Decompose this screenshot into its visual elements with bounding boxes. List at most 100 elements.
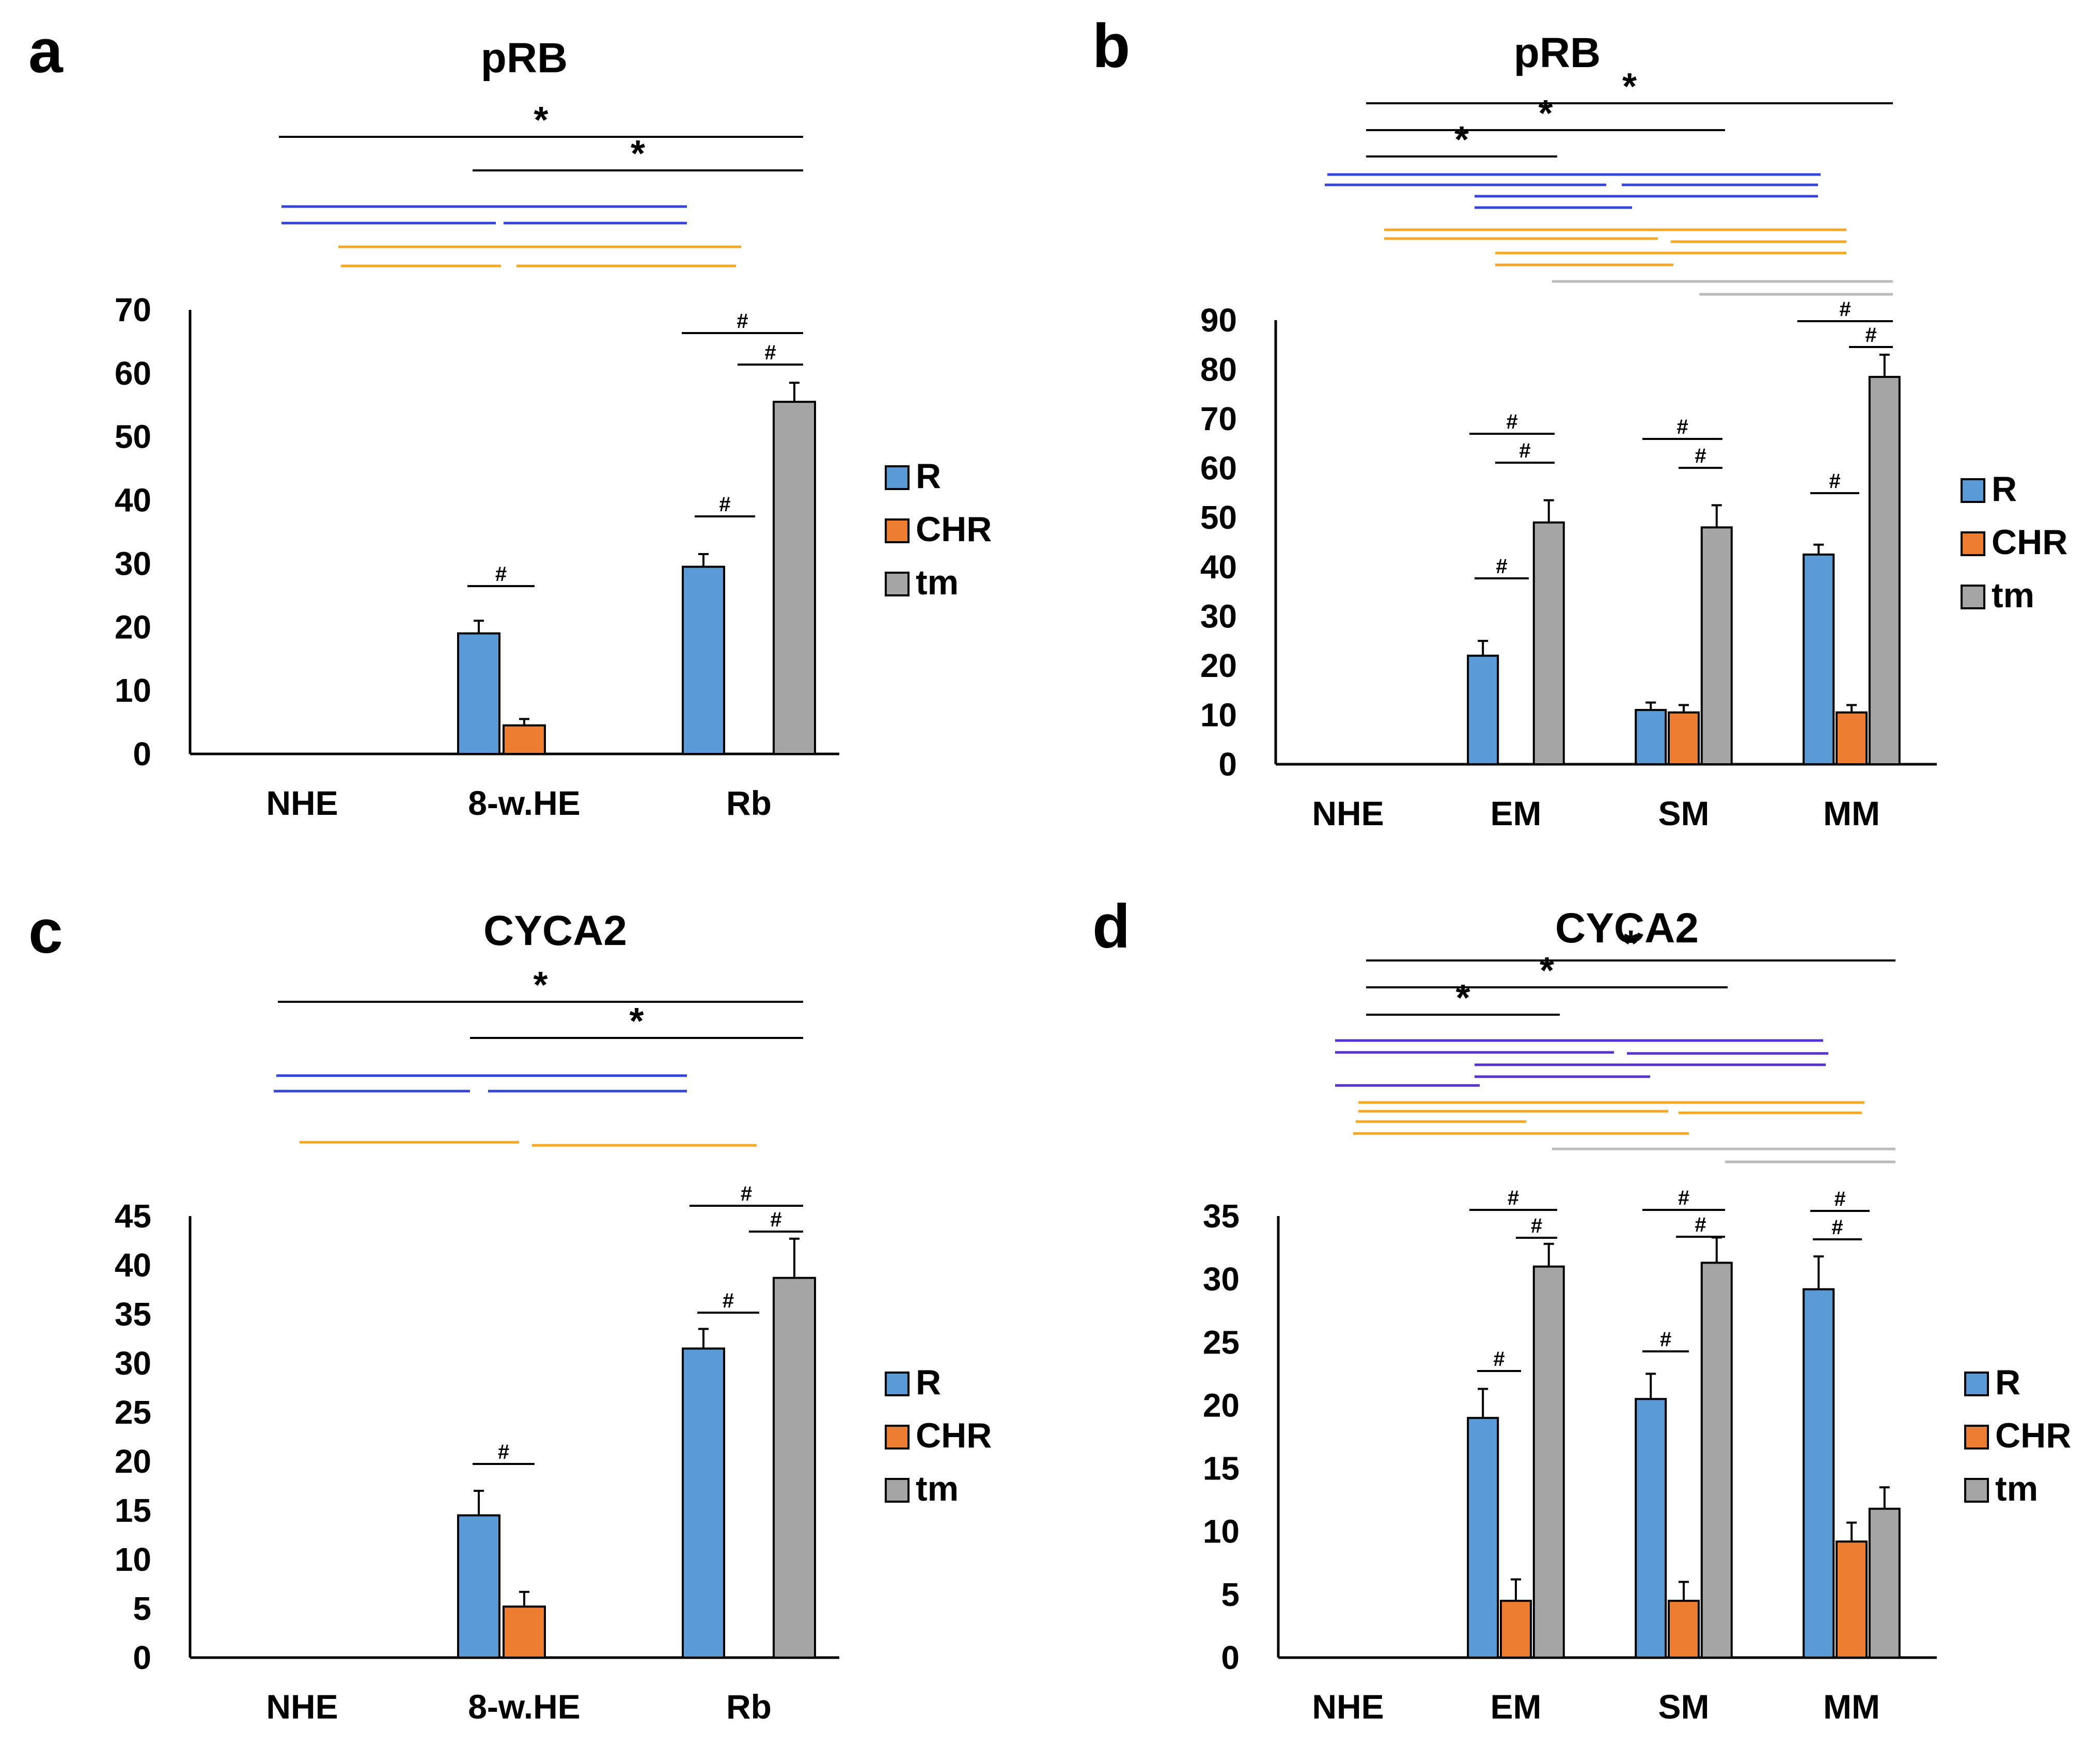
y-tick-label-b-40: 40 [1200, 548, 1237, 586]
bar-d-tm-2 [1700, 1262, 1733, 1659]
plot-area-d: 0 5 10 15 20 25 30 35 NHE EM SM MM R CHR tm * * * # # # # # # # # [1203, 923, 2072, 1726]
legend-label-a-R: R [916, 456, 941, 496]
chart-title-d: CYCA2 [1555, 905, 1699, 952]
y-tick-label-c-25: 25 [115, 1394, 151, 1431]
legend-label-b-CHR: CHR [1992, 523, 2067, 562]
significance-hash-d-18: # [1678, 1187, 1689, 1209]
x-category-label-c-2: Rb [726, 1688, 772, 1726]
y-tick-label-c-10: 10 [115, 1541, 151, 1578]
y-tick-label-c-5: 5 [133, 1590, 151, 1627]
y-tick-label-d-0: 0 [1221, 1639, 1240, 1676]
bar-b-tm-2 [1700, 526, 1733, 765]
y-tick-label-c-15: 15 [115, 1492, 151, 1529]
significance-hash-b-21: # [1829, 470, 1840, 493]
legend-swatch-b-tm [1961, 585, 1985, 609]
bar-b-tm-3 [1868, 375, 1901, 765]
legend-swatch-a-tm [885, 572, 910, 596]
chart-title-a: pRB [481, 35, 568, 82]
y-tick-label-c-35: 35 [115, 1296, 151, 1333]
bar-b-CHR-3 [1836, 711, 1868, 765]
plot-area-a: 0 10 20 30 40 50 60 70 NHE 8-w.HE Rb R CHR tm * * # # # # [115, 100, 992, 822]
legend-label-c-tm: tm [916, 1469, 959, 1508]
bar-b-tm-1 [1532, 521, 1565, 765]
chart-title-b: pRB [1514, 29, 1601, 76]
panel-d: d CYCA2 0 5 10 15 20 25 30 35 NHE EM SM MM R CHR tm * * *… [1092, 892, 2071, 1726]
significance-hash-a-9: # [764, 341, 776, 364]
legend-swatch-a-R [885, 465, 910, 490]
x-category-label-b-0: NHE [1312, 794, 1384, 832]
y-tick-label-a-30: 30 [115, 545, 151, 582]
bar-d-R-3 [1803, 1288, 1835, 1659]
significance-star-a-0: * [534, 100, 548, 141]
y-tick-label-b-80: 80 [1200, 351, 1237, 388]
y-tick-label-c-30: 30 [115, 1345, 151, 1382]
significance-star-c-0: * [533, 965, 547, 1006]
bar-b-R-1 [1467, 654, 1499, 766]
significance-star-b-2: * [1454, 119, 1469, 161]
bar-b-R-2 [1635, 708, 1667, 766]
significance-hash-c-10: # [498, 1441, 509, 1463]
y-tick-label-b-10: 10 [1200, 696, 1237, 733]
x-category-label-b-2: SM [1658, 794, 1710, 832]
legend-swatch-d-tm [1964, 1478, 1989, 1503]
significance-star-c-1: * [629, 1001, 644, 1042]
significance-hash-d-20: # [1834, 1188, 1845, 1210]
y-tick-label-a-70: 70 [115, 291, 151, 328]
legend-swatch-b-CHR [1961, 531, 1985, 556]
y-tick-label-d-30: 30 [1203, 1260, 1240, 1298]
significance-hash-d-16: # [1508, 1187, 1519, 1209]
x-category-label-b-1: EM [1491, 794, 1542, 832]
y-tick-label-a-10: 10 [115, 672, 151, 709]
significance-star-d-0: * [1623, 923, 1638, 965]
y-tick-label-c-0: 0 [133, 1639, 151, 1676]
x-category-label-d-1: EM [1491, 1688, 1542, 1726]
significance-star-d-1: * [1540, 950, 1554, 991]
y-tick-label-a-60: 60 [115, 355, 151, 392]
bar-b-R-3 [1803, 553, 1835, 766]
bar-d-CHR-3 [1836, 1540, 1868, 1659]
bar-a-CHR-1 [503, 724, 546, 755]
panel-a: a pRB 0 10 20 30 40 50 60 70 NHE 8-w.HE Rb R CHR tm * *… [28, 17, 992, 822]
bar-d-R-2 [1635, 1398, 1667, 1659]
legend-label-d-tm: tm [1995, 1469, 2038, 1508]
panel-letter-a: a [28, 17, 64, 86]
x-category-label-c-0: NHE [266, 1688, 338, 1726]
legend-label-b-tm: tm [1992, 576, 2034, 615]
significance-hash-b-16: # [1865, 324, 1876, 346]
panel-b: b pRB 0 10 20 30 40 50 60 70 80 90 NHE EM SM MM R CHR tm… [1092, 11, 2067, 832]
legend-label-a-tm: tm [916, 563, 959, 602]
y-tick-label-d-35: 35 [1203, 1197, 1240, 1235]
significance-hash-b-15: # [1839, 298, 1851, 321]
significance-hash-b-20: # [1695, 445, 1706, 467]
legend-label-c-R: R [916, 1363, 941, 1402]
x-category-label-c-1: 8-w.HE [468, 1688, 581, 1726]
bar-d-CHR-2 [1668, 1600, 1700, 1659]
legend-swatch-d-CHR [1964, 1425, 1989, 1449]
y-tick-label-a-0: 0 [133, 735, 151, 773]
y-tick-label-b-60: 60 [1200, 450, 1237, 487]
y-tick-label-b-90: 90 [1200, 302, 1237, 339]
y-tick-label-a-40: 40 [115, 482, 151, 519]
significance-hash-d-17: # [1531, 1215, 1542, 1237]
panel-c: c CYCA2 0 5 10 15 20 25 30 35 40 45 NHE 8-w.HE Rb R CH… [28, 897, 992, 1726]
bar-c-R-2 [682, 1347, 725, 1659]
legend-label-d-R: R [1995, 1363, 2020, 1402]
bar-d-CHR-1 [1500, 1600, 1532, 1659]
y-tick-label-c-45: 45 [115, 1197, 151, 1235]
significance-hash-b-18: # [1519, 439, 1530, 462]
y-tick-label-b-30: 30 [1200, 597, 1237, 635]
x-category-label-a-0: NHE [266, 784, 338, 822]
legend-swatch-c-R [885, 1372, 910, 1396]
y-tick-label-d-20: 20 [1203, 1386, 1240, 1424]
y-tick-label-c-40: 40 [115, 1247, 151, 1284]
significance-hash-a-10: # [719, 493, 730, 516]
significance-star-a-1: * [631, 133, 645, 175]
significance-hash-a-8: # [736, 310, 748, 333]
y-tick-label-b-50: 50 [1200, 499, 1237, 536]
panel-letter-c: c [28, 897, 63, 966]
significance-hash-d-21: # [1831, 1216, 1843, 1239]
panel-letter-b: b [1092, 11, 1130, 81]
bar-d-R-1 [1467, 1416, 1499, 1659]
legend-label-b-R: R [1992, 469, 2017, 509]
